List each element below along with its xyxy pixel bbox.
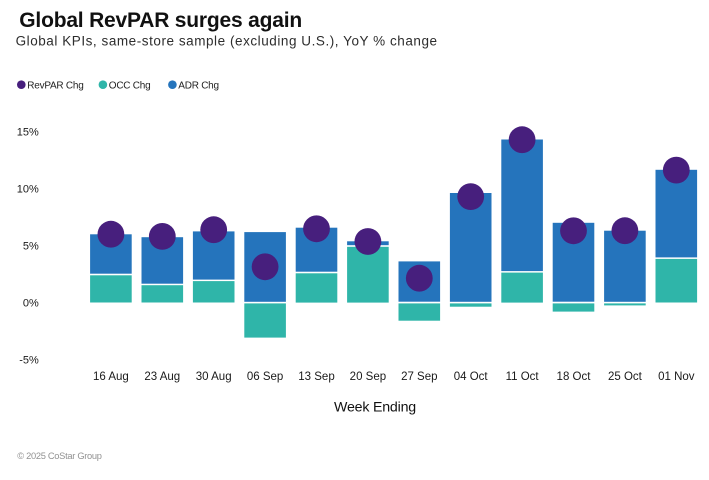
svg-text:RevPAR Chg: RevPAR Chg — [27, 80, 83, 91]
svg-text:Global KPIs, same-store sample: Global KPIs, same-store sample (excludin… — [16, 34, 438, 49]
svg-text:ADR Chg: ADR Chg — [178, 80, 219, 91]
svg-text:13 Sep: 13 Sep — [298, 371, 334, 383]
svg-text:06 Sep: 06 Sep — [247, 371, 283, 383]
svg-text:Global RevPAR surges again: Global RevPAR surges again — [19, 9, 302, 32]
svg-text:OCC Chg: OCC Chg — [109, 80, 151, 91]
svg-text:30 Aug: 30 Aug — [196, 371, 232, 383]
svg-text:0%: 0% — [23, 298, 39, 310]
svg-text:04 Oct: 04 Oct — [454, 371, 489, 383]
svg-text:© 2025 CoStar Group: © 2025 CoStar Group — [17, 451, 101, 461]
svg-text:20 Sep: 20 Sep — [350, 371, 386, 383]
svg-text:10%: 10% — [17, 184, 39, 196]
svg-text:23 Aug: 23 Aug — [144, 371, 180, 383]
svg-text:5%: 5% — [23, 241, 39, 253]
svg-text:25 Oct: 25 Oct — [608, 371, 643, 383]
svg-text:18 Oct: 18 Oct — [557, 371, 592, 383]
svg-text:01 Nov: 01 Nov — [658, 371, 695, 383]
svg-text:27 Sep: 27 Sep — [401, 371, 437, 383]
svg-text:11 Oct: 11 Oct — [506, 371, 540, 383]
svg-text:15%: 15% — [17, 127, 39, 139]
svg-text:Week Ending: Week Ending — [334, 400, 416, 416]
svg-text:16 Aug: 16 Aug — [93, 371, 129, 383]
svg-text:-5%: -5% — [19, 355, 39, 367]
